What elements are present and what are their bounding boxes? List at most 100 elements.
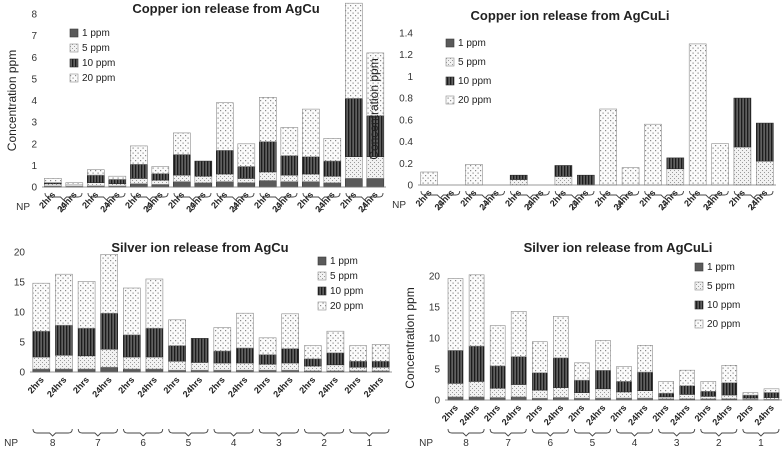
group-bracket [599, 190, 640, 199]
legend-label: 5 ppm [458, 57, 486, 68]
charts-layer: Copper ion release from AgCu Concentratio… [4, 1, 782, 449]
bar-segment-5-ppm [173, 174, 191, 182]
legend-swatch-10-ppm [694, 300, 704, 310]
bar-segment-1-ppm [344, 178, 363, 188]
bar-segment-10-ppm [280, 155, 299, 176]
bar-segment-10-ppm [32, 330, 51, 358]
legend-label: 20 ppm [82, 73, 115, 84]
bar-segment-20-ppm [301, 108, 320, 157]
bar-segment-10-ppm [194, 160, 213, 177]
x-category-label: 24hrs [746, 188, 770, 213]
bar-segment-5-ppm [679, 394, 696, 399]
bar-segment-10-ppm [552, 357, 569, 388]
bar-segment-5-ppm [554, 176, 573, 186]
bar-segment-10-ppm [326, 352, 345, 366]
np-group-label: 5 [590, 438, 596, 449]
bar-segment-5-ppm [168, 360, 186, 371]
bar-segment-5-ppm [87, 182, 105, 187]
y-tick-label: 0 [19, 368, 25, 379]
bar-segment-5-ppm [280, 174, 299, 182]
x-category-label: 24hrs [668, 403, 692, 428]
bar-segment-10-ppm [123, 334, 141, 358]
y-tick-label: 0.8 [399, 94, 413, 105]
bar-segment-10-ppm [236, 347, 254, 364]
bar-segment-5-ppm [468, 381, 485, 398]
group-bracket [644, 190, 684, 199]
bar-segment-5-ppm [43, 183, 62, 187]
y-tick-label: 5 [434, 365, 440, 376]
x-category-label: 24hrs [477, 188, 501, 213]
bar-segment-20-ppm [637, 345, 653, 373]
x-category-label: 2hrs [26, 375, 46, 396]
bar-segment-10-ppm [77, 327, 96, 357]
group-bracket [216, 192, 255, 201]
y-tick-label: 1 [407, 72, 413, 83]
bar-segment-5-ppm [236, 362, 254, 371]
x-category-label: 24hrs [522, 188, 546, 213]
chart-title: Copper ion release from AgCuLi [471, 8, 670, 23]
bar-segment-10-ppm [576, 174, 595, 186]
bar-segment-5-ppm [32, 356, 51, 370]
x-category-label: 2hrs [116, 375, 136, 396]
group-bracket [302, 192, 341, 201]
bar-segment-10-ppm [301, 156, 320, 175]
bar-segment-20-ppm [237, 143, 256, 167]
bar-segment-20-ppm [216, 102, 234, 151]
bar-segment-1-ppm [130, 183, 148, 188]
bar-segment-20-ppm [621, 167, 640, 186]
bar-segment-10-ppm [468, 345, 485, 382]
np-group-label: 2 [706, 200, 712, 211]
bar-segment-10-ppm [145, 327, 164, 358]
x-category-label: 24hrs [433, 188, 457, 213]
np-group-label: 2 [321, 438, 327, 449]
bar-segment-20-ppm [763, 388, 780, 393]
group-bracket [447, 428, 485, 437]
x-category-label: 2hrs [342, 375, 362, 396]
bar-segment-10-ppm [755, 122, 774, 162]
group-bracket [554, 190, 595, 199]
bar-segment-1-ppm [258, 180, 277, 188]
bar-segment-20-ppm [552, 315, 569, 359]
bar-segment-10-ppm [323, 160, 342, 177]
group-bracket [304, 428, 345, 437]
bar-segment-1-ppm [366, 178, 385, 188]
np-axis-label: NP [4, 438, 18, 449]
x-category-label: 24hrs [135, 375, 159, 400]
bar-segment-5-ppm [194, 175, 213, 183]
np-group-label: 8 [438, 200, 444, 211]
bar-segment-5-ppm [281, 362, 300, 371]
legend-swatch-1-ppm [317, 256, 327, 266]
bar-segment-20-ppm [151, 166, 170, 174]
y-tick-label: 2 [31, 139, 37, 150]
x-category-label: 24hrs [362, 375, 386, 400]
bar-segment-20-ppm [236, 312, 254, 349]
bar-segment-20-ppm [616, 366, 632, 382]
bar-segment-20-ppm [349, 345, 367, 362]
bar-segment-10-ppm [55, 324, 73, 356]
y-tick-label: 10 [429, 334, 441, 345]
bar-segment-20-ppm [700, 381, 717, 392]
y-tick-label: 7 [31, 31, 37, 42]
x-category-label: 24hrs [45, 375, 69, 400]
y-axis-label: Concentration ppm [403, 287, 417, 388]
bar-segment-1-ppm [301, 181, 320, 188]
bar-segment-1-ppm [237, 182, 256, 188]
np-group-label: 5 [572, 200, 578, 211]
np-axis-label: NP [419, 438, 433, 449]
legend-swatch-20-ppm [317, 301, 327, 311]
bar-segment-10-ppm [190, 338, 209, 363]
bar-segment-5-ppm [303, 365, 322, 372]
x-category-label: 24hrs [226, 375, 250, 400]
chart-title: Silver ion release from AgCu [111, 240, 288, 255]
x-category-label: 2hrs [414, 188, 434, 209]
group-bracket [658, 428, 696, 437]
bar-segment-10-ppm [130, 164, 148, 179]
y-tick-label: 0 [31, 183, 37, 194]
bar-segment-1-ppm [194, 182, 213, 188]
group-bracket [44, 192, 83, 201]
bar-segment-10-ppm [108, 179, 127, 184]
legend-label: 5 ppm [707, 281, 735, 292]
bar-segment-10-ppm [258, 141, 277, 173]
bar-segment-20-ppm [447, 278, 464, 351]
bar-segment-5-ppm [237, 178, 256, 183]
